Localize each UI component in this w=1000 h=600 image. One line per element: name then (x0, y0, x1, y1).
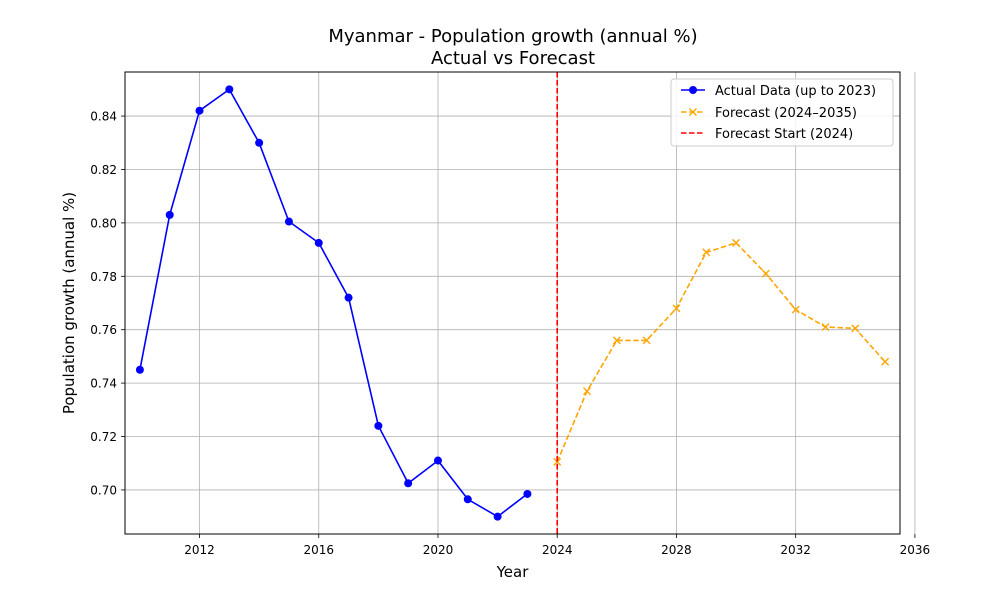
forecast-data-point (791, 305, 800, 314)
forecast-data-point (642, 336, 651, 345)
x-tick-label: 2016 (303, 543, 334, 557)
plot-frame (124, 71, 901, 535)
x-tick-label: 2032 (780, 543, 811, 557)
legend-forecast-marker (689, 108, 697, 116)
forecast-data-point (553, 457, 562, 466)
y-tick-label: 0.78 (90, 270, 117, 284)
forecast-data-point (732, 238, 741, 247)
y-axis-label: Population growth (annual %) (60, 192, 78, 414)
x-axis-label: Year (496, 563, 530, 581)
legend-box (670, 78, 894, 147)
actual-data-point (225, 85, 234, 94)
forecast-data-point (851, 324, 860, 333)
forecast-data-point (672, 304, 681, 313)
forecast-data-point (761, 269, 770, 278)
y-tick-label: 0.74 (90, 377, 117, 391)
forecast-data-point (583, 387, 592, 396)
x-tick-label: 2024 (542, 543, 573, 557)
actual-series-line (139, 88, 528, 518)
chart-title: Myanmar - Population growth (annual %) (328, 26, 697, 47)
x-tick-label: 2012 (184, 543, 215, 557)
legend-actual-label: Actual Data (up to 2023) (715, 84, 876, 99)
actual-data-point (165, 210, 174, 219)
legend-forecast-label: Forecast (2024–2035) (715, 106, 857, 121)
y-tick-label: 0.84 (90, 110, 117, 124)
y-tick-label: 0.72 (90, 430, 117, 444)
axis-ticks: 2012 2016 2020 2024 2028 2032 2036 0.70 0.72 0.74… (90, 110, 930, 557)
x-tick-label: 2036 (900, 543, 931, 557)
actual-data-point (195, 106, 204, 115)
actual-data-point (374, 421, 383, 430)
y-tick-label: 0.76 (90, 323, 117, 337)
actual-data-point (284, 217, 293, 226)
forecast-data-point (821, 323, 830, 332)
actual-data-point (433, 456, 442, 465)
y-tick-label: 0.80 (90, 216, 117, 230)
actual-data-point (493, 512, 502, 521)
forecast-data-point (612, 336, 621, 345)
actual-data-point (463, 495, 472, 504)
chart-subtitle: Actual vs Forecast (431, 48, 595, 69)
legend: Actual Data (up to 2023) Forecast (2024–… (670, 78, 894, 147)
legend-vline-label: Forecast Start (2024) (715, 127, 853, 142)
actual-data-point (523, 489, 532, 498)
forecast-data-point (702, 248, 711, 257)
legend-actual-marker (689, 86, 697, 94)
x-tick-label: 2020 (423, 543, 454, 557)
y-tick-label: 0.70 (90, 483, 117, 497)
x-tick-label: 2028 (661, 543, 692, 557)
actual-data-point (344, 293, 353, 302)
actual-data-point (255, 138, 264, 147)
plot-area (135, 72, 890, 534)
grid-lines (125, 72, 916, 534)
actual-data-point (314, 238, 323, 247)
actual-data-point (135, 365, 144, 374)
forecast-series-line (556, 242, 886, 463)
actual-data-point (404, 479, 413, 488)
y-tick-label: 0.82 (90, 163, 117, 177)
forecast-data-point (881, 357, 890, 366)
